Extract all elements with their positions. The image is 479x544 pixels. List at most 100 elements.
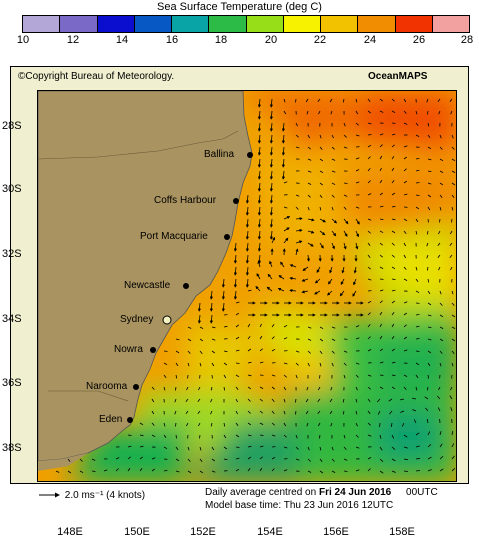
current-arrow bbox=[307, 206, 310, 211]
current-arrow bbox=[331, 470, 336, 473]
current-arrow bbox=[235, 324, 240, 328]
current-arrow bbox=[283, 434, 287, 438]
current-arrow bbox=[233, 242, 238, 252]
sst-map[interactable] bbox=[37, 90, 457, 482]
current-arrow bbox=[235, 312, 240, 316]
current-arrow bbox=[307, 242, 314, 247]
current-arrow bbox=[247, 386, 252, 390]
current-arrow bbox=[391, 300, 396, 304]
current-arrow bbox=[413, 419, 417, 424]
current-arrow bbox=[427, 469, 432, 472]
current-arrow bbox=[379, 311, 383, 316]
current-arrow bbox=[439, 302, 443, 306]
current-arrow bbox=[355, 469, 360, 472]
current-arrow bbox=[451, 362, 454, 367]
place-label: Eden bbox=[99, 414, 123, 425]
current-arrow bbox=[257, 110, 262, 120]
current-arrow bbox=[379, 458, 384, 462]
current-arrow bbox=[451, 302, 455, 306]
current-arrow bbox=[427, 134, 431, 139]
current-arrow bbox=[353, 278, 357, 286]
current-arrow bbox=[79, 470, 84, 474]
current-arrow bbox=[305, 98, 309, 103]
current-arrow bbox=[403, 110, 407, 114]
current-arrow bbox=[209, 290, 214, 300]
current-arrow bbox=[379, 335, 383, 340]
current-arrow bbox=[355, 362, 360, 365]
current-arrow bbox=[259, 422, 264, 425]
current-arrow bbox=[306, 386, 309, 391]
current-arrow bbox=[269, 98, 274, 108]
current-arrow bbox=[175, 386, 177, 391]
current-arrow bbox=[269, 170, 274, 180]
current-arrow bbox=[367, 180, 371, 184]
current-arrow bbox=[278, 275, 285, 280]
current-arrow bbox=[342, 398, 345, 403]
place-label: Coffs Harbour bbox=[154, 195, 217, 206]
current-arrow bbox=[426, 254, 429, 259]
place-marker bbox=[233, 198, 239, 204]
current-arrow bbox=[391, 144, 395, 148]
current-arrow bbox=[319, 446, 322, 451]
current-arrow bbox=[67, 458, 71, 462]
longitude-label: 148E bbox=[57, 526, 83, 538]
current-arrow bbox=[352, 290, 357, 297]
current-arrow bbox=[367, 410, 371, 415]
current-arrow bbox=[391, 155, 395, 160]
current-arrow bbox=[197, 398, 201, 402]
current-arrow bbox=[415, 445, 420, 448]
current-arrow bbox=[139, 445, 144, 448]
current-arrow bbox=[174, 398, 177, 403]
current-arrow bbox=[450, 407, 453, 412]
current-arrow bbox=[403, 336, 408, 340]
current-arrow bbox=[319, 206, 322, 211]
current-arrow bbox=[391, 289, 396, 292]
current-arrow bbox=[379, 110, 384, 113]
current-arrow bbox=[257, 260, 261, 268]
current-arrow bbox=[427, 206, 431, 211]
current-arrow bbox=[331, 182, 336, 186]
current-arrow bbox=[415, 314, 420, 316]
current-arrow bbox=[221, 290, 226, 300]
current-arrow bbox=[427, 290, 431, 295]
current-arrow bbox=[245, 218, 250, 228]
current-arrow bbox=[403, 386, 407, 390]
current-arrow bbox=[271, 323, 275, 328]
current-arrow bbox=[233, 266, 238, 276]
current-arrow bbox=[199, 326, 204, 329]
current-arrow bbox=[377, 398, 381, 403]
colorbar-tick-label: 26 bbox=[412, 34, 426, 46]
temperature-field bbox=[69, 91, 456, 481]
current-arrow bbox=[367, 336, 371, 340]
latitude-label: 36S bbox=[2, 377, 22, 389]
current-arrow bbox=[139, 467, 143, 472]
current-arrow bbox=[307, 470, 312, 473]
current-arrow bbox=[367, 193, 372, 196]
current-arrow bbox=[259, 434, 264, 436]
current-arrow bbox=[271, 386, 276, 390]
current-arrow bbox=[379, 266, 384, 269]
current-arrow bbox=[401, 422, 405, 427]
current-arrow bbox=[355, 446, 360, 449]
current-arrow bbox=[353, 266, 357, 274]
current-arrow bbox=[331, 134, 334, 139]
current-arrow bbox=[305, 398, 309, 403]
current-arrow bbox=[271, 434, 276, 437]
current-arrow bbox=[367, 110, 372, 114]
current-arrow bbox=[391, 374, 396, 377]
current-arrow bbox=[331, 146, 335, 150]
colorbar-tick-label: 12 bbox=[66, 34, 80, 46]
current-arrow bbox=[439, 443, 443, 448]
current-arrow bbox=[427, 350, 432, 354]
place-label: Newcastle bbox=[124, 280, 171, 291]
current-arrow bbox=[403, 470, 409, 472]
current-arrow bbox=[307, 170, 312, 173]
current-arrow bbox=[235, 422, 239, 427]
current-arrow bbox=[221, 302, 226, 312]
current-arrow bbox=[271, 348, 276, 352]
colorbar-tick-label: 22 bbox=[313, 34, 327, 46]
current-arrow bbox=[450, 110, 453, 115]
current-arrow bbox=[355, 386, 358, 391]
current-arrow bbox=[307, 134, 311, 139]
current-arrow bbox=[139, 422, 144, 426]
